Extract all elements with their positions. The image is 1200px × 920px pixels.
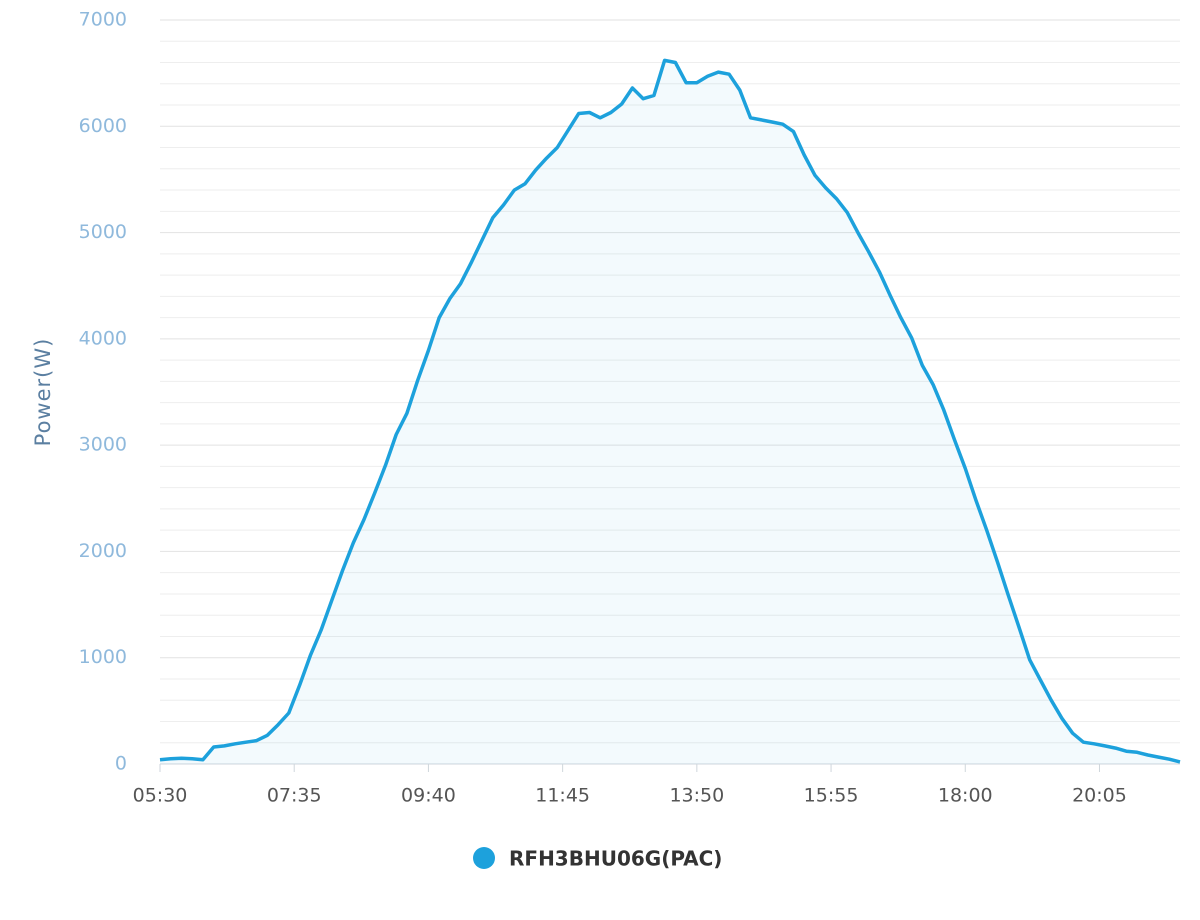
x-tick-label: 15:55	[804, 785, 859, 807]
y-tick-label: 7000	[79, 9, 127, 31]
x-tick-label: 11:45	[535, 785, 590, 807]
y-tick-label: 5000	[79, 221, 127, 243]
x-tick-label: 07:35	[267, 785, 322, 807]
area	[160, 60, 1180, 764]
y-tick-label: 6000	[79, 115, 127, 137]
x-tick-label: 18:00	[938, 785, 993, 807]
x-tick-label: 05:30	[133, 785, 188, 807]
y-tick-label: 1000	[79, 646, 127, 668]
y-tick-label: 4000	[79, 327, 127, 349]
y-tick-label: 3000	[79, 434, 127, 456]
x-tick-label: 20:05	[1072, 785, 1127, 807]
line	[159, 58, 1181, 764]
legend-label: RFH3BHU06G(PAC)	[509, 847, 722, 871]
x-tick-label: 09:40	[401, 785, 456, 807]
x-tick-label: 13:50	[669, 785, 724, 807]
y-tick-label: 2000	[79, 540, 127, 562]
legend-marker	[473, 847, 495, 869]
y-tick-label: 0	[115, 753, 127, 775]
y-axis-title: Power(W)	[31, 338, 55, 447]
